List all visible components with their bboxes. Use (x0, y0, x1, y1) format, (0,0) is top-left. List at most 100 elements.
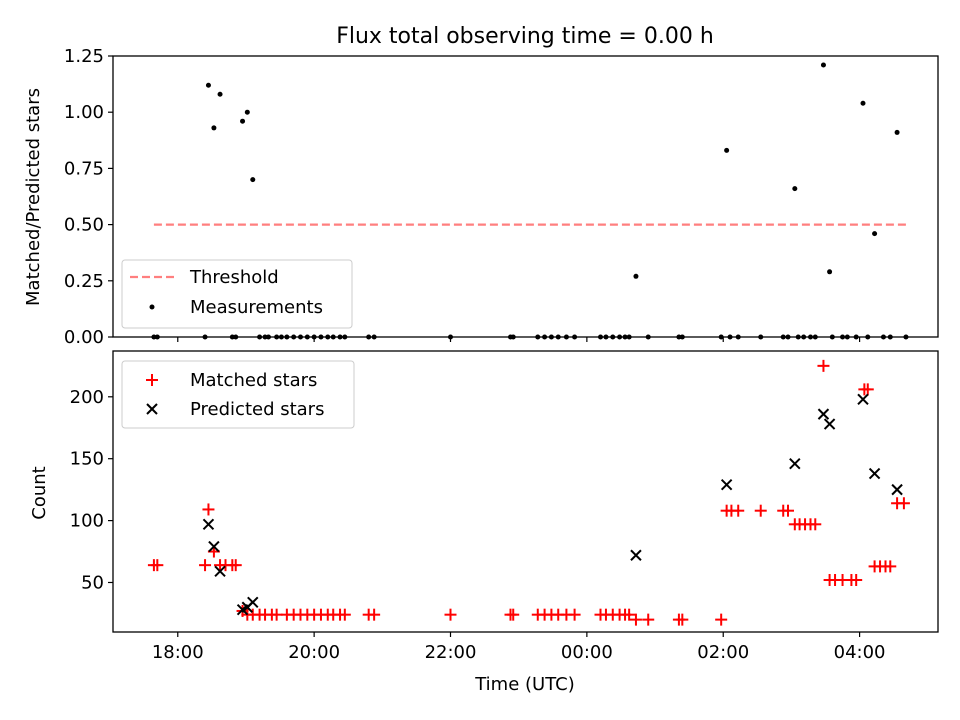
count-y-tick-label: 50 (81, 572, 104, 593)
measurement-point (724, 147, 730, 153)
measurement-point (617, 334, 623, 340)
matched-star-point (368, 608, 381, 621)
measurement-point (274, 334, 280, 340)
predicted-legend-swatch (146, 403, 158, 415)
measurement-point (808, 334, 813, 340)
predicted-star-point (208, 540, 220, 553)
count-legend-box (121, 360, 355, 429)
matched-legend-swatch (146, 374, 158, 386)
count-axes-frame (112, 350, 939, 633)
matched-legend-label: Matched stars (190, 370, 317, 391)
measurement-point (542, 334, 548, 340)
count-y-tick-label: 200 (70, 387, 104, 408)
measurement-point (342, 334, 348, 340)
measurement-point (844, 334, 850, 340)
matched-star-point (642, 613, 655, 626)
predicted-star-stroke-b (630, 549, 642, 561)
ratio-y-tick-label: 1.25 (64, 46, 104, 67)
matched-star-point (568, 608, 581, 621)
measurement-point (735, 334, 741, 340)
count-panel: 50 100 150 200 18:00 20:00 22:00 00:00 02:00 04:… (29, 350, 939, 695)
predicted-star-stroke-b (823, 418, 836, 430)
predicted-legend-label: Predicted stars (190, 399, 324, 420)
predicted-star-stroke-b (214, 565, 226, 578)
count-x-tick-label: 22:00 (425, 642, 477, 663)
predicted-star-stroke-b (247, 596, 259, 608)
measurement-point (780, 334, 786, 340)
ratio-y-ticks: 0.00 0.25 0.50 0.75 1.00 1.25 (64, 46, 113, 348)
measurement-point (154, 334, 160, 340)
count-x-tick-label: 20:00 (288, 642, 340, 663)
predicted-star-stroke-b (720, 478, 733, 491)
count-x-ticks: 18:00 20:00 22:00 00:00 02:00 04:00 (152, 632, 886, 663)
matched-star-point (732, 504, 745, 517)
predicted-star-point (630, 549, 642, 561)
predicted-star-stroke-b (789, 457, 801, 470)
matched-star-point (809, 518, 822, 531)
measurement-point (371, 334, 377, 340)
measurement-point (304, 334, 310, 340)
chart-title: Flux total observing time = 0.00 h (336, 24, 714, 49)
count-y-ticks: 50 100 150 200 (70, 387, 113, 593)
ratio-legend-box (121, 259, 353, 329)
matched-star-point (202, 503, 215, 516)
ratio-y-tick-label: 1.00 (64, 102, 104, 123)
measurement-point (337, 334, 343, 340)
measurements-legend-label: Measurements (190, 297, 323, 318)
x-axis-label: Time (UTC) (474, 674, 575, 695)
matched-star-point (199, 559, 212, 572)
predicted-star-stroke-b (208, 540, 220, 553)
measurement-point (718, 334, 724, 340)
predicted-star-point (817, 408, 830, 420)
matched-star-point (850, 574, 863, 587)
count-x-tick-label: 00:00 (561, 642, 613, 663)
ratio-x-ticks (177, 337, 861, 342)
ratio-legend: Threshold Measurements (121, 259, 353, 329)
predicted-star-stroke-b (857, 393, 869, 405)
measurement-point (610, 334, 616, 340)
predicted-star-point (857, 393, 869, 405)
measurement-point (795, 334, 801, 340)
measurement-point (820, 62, 826, 68)
measurement-point (792, 186, 798, 192)
measurement-point (727, 334, 733, 340)
predicted-star-point (868, 467, 881, 480)
measurement-point (535, 334, 541, 340)
predicted-star-stroke-b (817, 408, 830, 420)
measurement-point (325, 334, 331, 340)
ratio-y-tick-label: 0.00 (64, 327, 104, 348)
measurement-point (887, 334, 893, 340)
measurement-point (205, 82, 211, 88)
measurement-point (217, 91, 223, 97)
matched-star-point (629, 613, 642, 626)
measurements-legend-swatch (149, 304, 155, 310)
count-y-axis-label: Count (29, 466, 50, 519)
ratio-panel: Flux total observing time = 0.00 h 0.000… (23, 24, 939, 348)
count-x-tick-label: 02:00 (697, 642, 749, 663)
predicted-star-stroke-b (202, 518, 215, 531)
ratio-y-axis-label: Matched/Predicted stars (23, 88, 44, 306)
measurement-point (865, 334, 871, 340)
predicted-star-point (789, 457, 801, 470)
measurement-point (330, 334, 336, 340)
measurement-point (785, 334, 791, 340)
measurement-point (291, 334, 297, 340)
predicted-star-point (891, 483, 903, 496)
matched-star-point (861, 383, 874, 396)
measurement-point (211, 125, 217, 131)
matched-star-point (270, 608, 283, 621)
measurement-point (829, 334, 835, 340)
measurement-point (510, 334, 516, 340)
matched-star-point (754, 504, 767, 517)
measurement-point (233, 334, 239, 340)
measurement-point (622, 334, 628, 340)
predicted-star-stroke-b (891, 483, 903, 496)
measurement-point (758, 334, 764, 340)
predicted-star-point (247, 596, 259, 608)
measurement-point (366, 334, 372, 340)
measurement-point (626, 334, 632, 340)
count-legend: Matched stars Predicted stars (121, 360, 355, 429)
count-x-tick-label: 04:00 (834, 642, 886, 663)
